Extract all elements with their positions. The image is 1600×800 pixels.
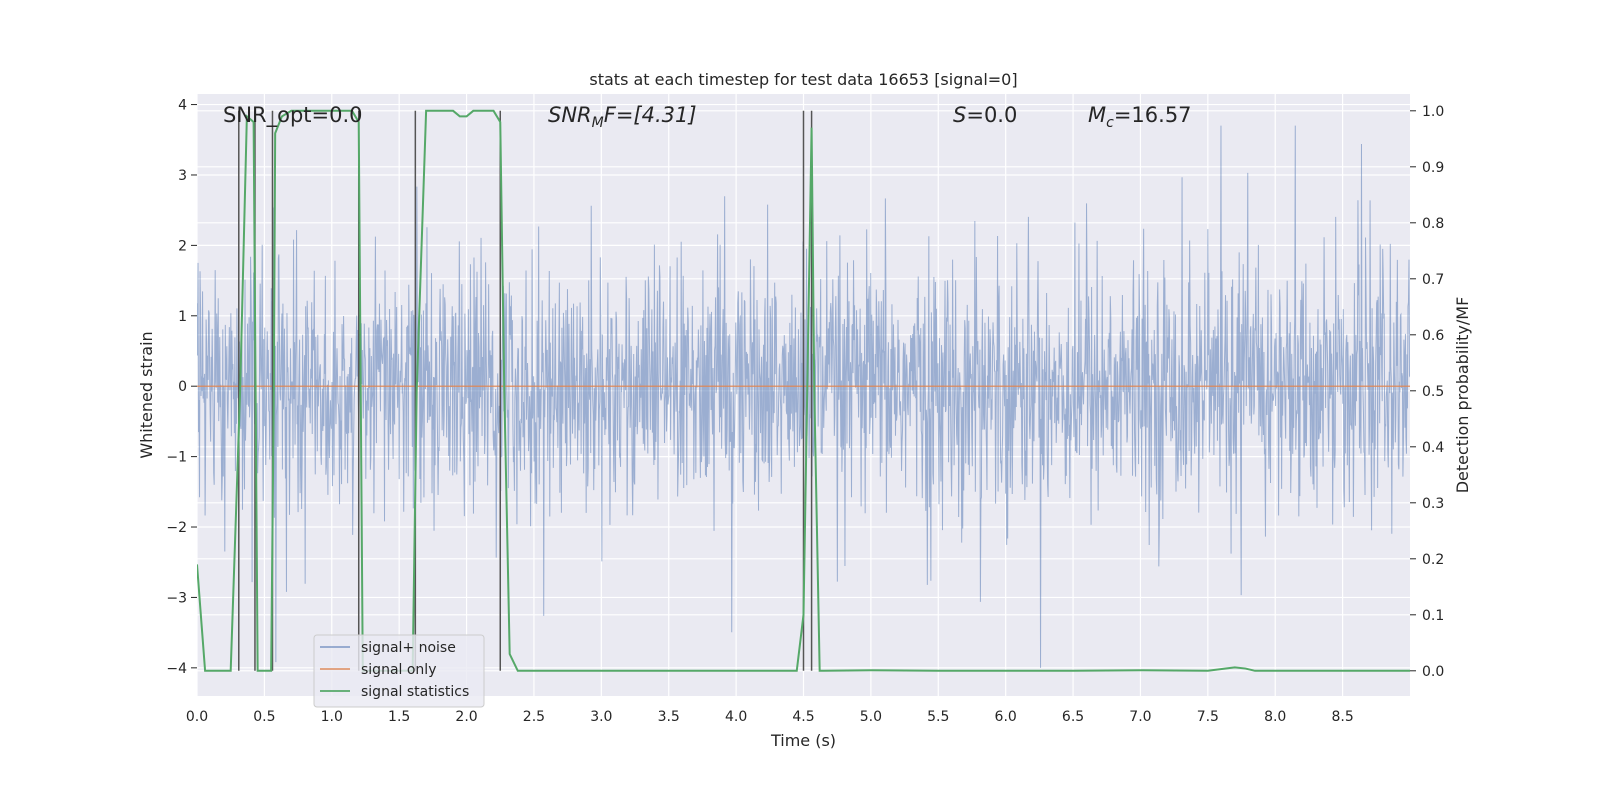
y2-tick-label: 0.7 — [1422, 272, 1444, 288]
y2-tick-label: 1.0 — [1422, 104, 1444, 120]
x-tick-label: 2.0 — [455, 709, 477, 725]
y2-tick-label: 0.0 — [1422, 664, 1444, 680]
y-axis-ticks: 4 3 2 1 0 −1 −2 −3 −4 — [166, 98, 197, 677]
annotation-snr-opt: SNR_opt=0.0 — [223, 103, 363, 128]
x-tick-label: 6.0 — [995, 709, 1017, 725]
annotation-mc-value: =16.57 — [1114, 103, 1192, 127]
y-tick-label: 4 — [178, 98, 187, 114]
x-tick-label: 2.5 — [523, 709, 545, 725]
y-tick-label: −4 — [166, 661, 187, 677]
x-tick-label: 8.0 — [1264, 709, 1286, 725]
x-tick-label: 6.5 — [1062, 709, 1084, 725]
x-tick-label: 4.5 — [792, 709, 814, 725]
y2-tick-label: 0.8 — [1422, 216, 1444, 232]
x-tick-label: 7.0 — [1129, 709, 1151, 725]
y-tick-label: −3 — [166, 590, 187, 606]
x-tick-label: 8.5 — [1331, 709, 1353, 725]
legend-entry-signal-statistics: signal statistics — [361, 684, 469, 700]
legend-entry-signal-only: signal only — [361, 662, 436, 678]
y-tick-label: −2 — [166, 520, 187, 536]
x-axis-ticks: 0.0 0.5 1.0 1.5 2.0 2.5 3.0 3.5 4.0 4.5 5.0 5.5 6.0 6… — [186, 709, 1354, 725]
y-tick-label: −1 — [166, 450, 187, 466]
x-tick-label: 1.5 — [388, 709, 410, 725]
y2-tick-label: 0.5 — [1422, 384, 1444, 400]
annotation-snr-mf-rest: F=[4.31] — [604, 103, 697, 127]
y2-axis-ticks: 1.0 0.9 0.8 0.7 0.6 0.5 0.4 0.3 0.2 0.1 0.0 — [1410, 104, 1444, 680]
y2-tick-label: 0.1 — [1422, 608, 1444, 624]
x-tick-label: 3.0 — [590, 709, 612, 725]
stats-trace — [197, 109, 1410, 672]
annotation-s-value: =0.0 — [966, 103, 1017, 127]
annotation-snr-mf-base: SNR — [548, 103, 592, 127]
x-tick-label: 3.5 — [658, 709, 680, 725]
x-axis-label: Time (s) — [770, 731, 836, 750]
series-signal-statistics — [197, 109, 1410, 672]
y-tick-label: 3 — [178, 168, 187, 184]
annotation-mc-sub: c — [1106, 115, 1114, 131]
x-tick-label: 0.5 — [253, 709, 275, 725]
x-tick-label: 4.0 — [725, 709, 747, 725]
y-tick-label: 1 — [178, 309, 187, 325]
y2-axis-label: Detection probability/MF — [1453, 297, 1472, 494]
y2-tick-label: 0.9 — [1422, 160, 1444, 176]
annotation-s: S=0.0 — [953, 103, 1017, 127]
legend: signal+ noise signal only signal statist… — [313, 634, 485, 708]
y2-tick-label: 0.3 — [1422, 496, 1444, 512]
annotation-mc-base: M — [1088, 103, 1106, 127]
x-tick-label: 1.0 — [321, 709, 343, 725]
x-tick-label: 7.5 — [1197, 709, 1219, 725]
x-tick-label: 0.0 — [186, 709, 208, 725]
annotation-mc: Mc=16.57 — [1088, 103, 1192, 131]
y-axis-label: Whitened strain — [137, 331, 156, 458]
annotation-snr-mf: SNRMF=[4.31] — [548, 103, 697, 131]
annotation-s-symbol: S — [953, 103, 966, 127]
x-tick-label: 5.5 — [927, 709, 949, 725]
y-tick-label: 0 — [178, 379, 187, 395]
x-tick-label: 5.0 — [860, 709, 882, 725]
y2-tick-label: 0.4 — [1422, 440, 1444, 456]
y-tick-label: 2 — [178, 238, 187, 254]
legend-entry-signal-noise: signal+ noise — [361, 640, 456, 656]
annotation-snr-mf-sub: M — [592, 115, 604, 131]
legend-box — [313, 634, 485, 708]
chart-title: stats at each timestep for test data 166… — [589, 70, 1017, 89]
y2-tick-label: 0.2 — [1422, 552, 1444, 568]
y2-tick-label: 0.6 — [1422, 328, 1444, 344]
